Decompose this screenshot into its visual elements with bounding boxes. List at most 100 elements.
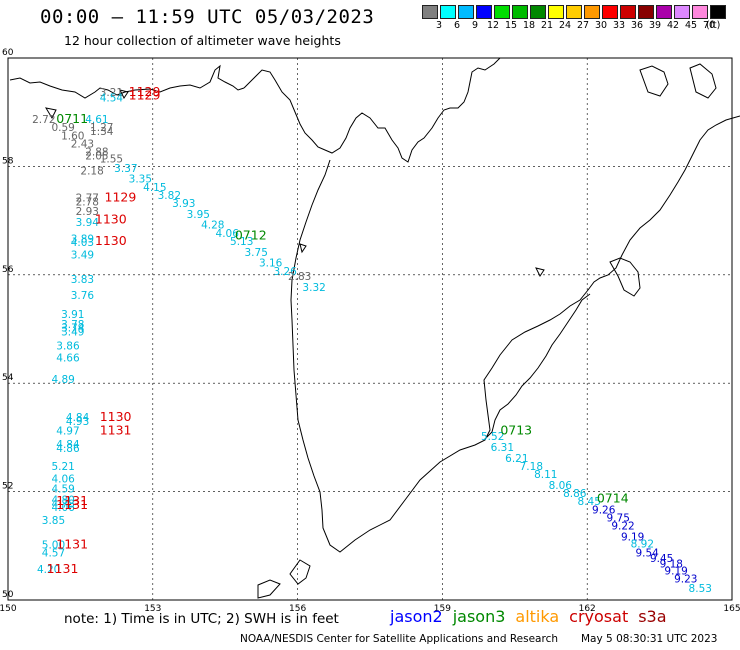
wave-height-label: 9.19 (664, 566, 687, 578)
wave-height-label: 4.20 (37, 564, 60, 576)
wave-height-label: 4.84 (66, 412, 90, 424)
wave-height-label: 4.59 (51, 484, 74, 496)
wave-height-label: 3.32 (302, 282, 325, 294)
time-label: 1130 (95, 211, 127, 226)
wave-height-label: 3.83 (71, 274, 94, 286)
legend-label: 15 (504, 20, 518, 31)
lat-tick-label: 58 (2, 156, 14, 166)
time-label: 1129 (129, 88, 161, 103)
wave-height-label: 3.86 (56, 341, 80, 353)
wave-height-label: 0.59 (51, 122, 74, 134)
wave-height-label: 7.18 (520, 461, 543, 473)
island (44, 107, 57, 120)
wave-height-label: 8.06 (549, 480, 573, 492)
wave-height-label: 4.66 (56, 353, 80, 365)
legend-swatch (548, 5, 564, 19)
legend-label: 39 (648, 20, 662, 31)
wave-height-label: 3.95 (187, 209, 210, 221)
legend-label: 18 (522, 20, 536, 31)
wave-height-label: 9.18 (660, 558, 683, 570)
wave-height-label: 5.00 (42, 540, 65, 552)
wave-height-label: 9.22 (611, 521, 634, 533)
wave-height-label: 1.55 (100, 154, 123, 166)
lon-tick-label: 165 (723, 604, 740, 614)
wave-height-label: 1.60 (61, 130, 84, 142)
legend-swatch (620, 5, 636, 19)
wave-height-label: 4.78 (51, 498, 74, 510)
wave-height-label: 2.43 (71, 138, 94, 150)
wave-height-label: 4.84 (56, 439, 80, 451)
legend-label: 33 (612, 20, 626, 31)
wave-height-label: 3.49 (71, 250, 94, 262)
lat-tick-label: 54 (2, 373, 14, 383)
wave-height-label: 3.26 (273, 266, 297, 278)
wave-height-label: 9.23 (674, 574, 697, 586)
legend-label: 27 (576, 20, 590, 31)
time-label: 1130 (95, 233, 127, 248)
legend-swatch (692, 5, 708, 19)
wave-height-label: 2.78 (76, 196, 99, 208)
wave-height-label: 5.13 (230, 236, 253, 248)
wave-height-label: 9.45 (650, 553, 673, 565)
wave-height-label: 3.89 (71, 233, 94, 245)
wave-height-label: 8.53 (689, 583, 712, 595)
wave-height-label: 4.06 (216, 228, 240, 240)
legend-swatch (710, 5, 726, 19)
legend-label: 42 (666, 20, 680, 31)
satellite-name: altika (515, 607, 560, 626)
kamchatka-west-coast (243, 57, 740, 553)
time-label: 1131 (56, 493, 88, 508)
satellite-name: jason2 (390, 607, 443, 626)
wave-height-label: 4.61 (85, 114, 108, 126)
lon-tick-label: 153 (144, 604, 161, 614)
wave-height-label: 9.54 (635, 548, 659, 560)
legend-swatch (656, 5, 672, 19)
wave-height-label: 6.21 (505, 453, 528, 465)
satellite-legend: jason2 jason3 altika cryosat s3a (390, 607, 677, 626)
legend-swatch (476, 5, 492, 19)
time-label: 1131 (47, 561, 79, 576)
wave-height-label: 3.37 (114, 163, 137, 175)
wave-height-label: 8.45 (578, 496, 601, 508)
satellite-name: cryosat (569, 607, 629, 626)
legend-swatch (638, 5, 654, 19)
legend-label: 3 (435, 20, 443, 31)
wave-height-label: 8.86 (563, 488, 587, 500)
wave-height-label: 4.06 (51, 502, 75, 514)
wave-height-label: 4.15 (143, 182, 166, 194)
legend-label: 12 (486, 20, 500, 31)
island (289, 559, 311, 585)
footnote: note: 1) Time is in UTC; 2) SWH is in fe… (64, 611, 339, 627)
wave-height-label: 4.97 (56, 426, 79, 438)
wave-height-label: 3.85 (42, 515, 65, 527)
footer-credit: NOAA/NESDIS Center for Satellite Applica… (240, 633, 558, 645)
wave-height-label: 4.86 (56, 443, 80, 455)
legend-swatch (440, 5, 456, 19)
legend-swatch (584, 5, 600, 19)
wave-height-label: 3.76 (71, 290, 95, 302)
wave-height-label: 3.16 (259, 258, 283, 270)
map-subtitle: 12 hour collection of altimeter wave hei… (64, 33, 341, 48)
wave-height-label: 2.18 (80, 166, 103, 178)
wave-height-label: 2.72 (32, 114, 55, 126)
island (689, 63, 717, 99)
footer-timestamp: May 5 08:30:31 UTC 2023 (581, 633, 718, 645)
wave-height-label: 3.35 (129, 174, 152, 186)
wave-height-label: 9.26 (592, 504, 616, 516)
wave-height-label: 3.78 (61, 319, 84, 331)
wave-height-label: 8.92 (631, 538, 654, 550)
north-coast (9, 64, 245, 99)
wave-height-label: 3.21 (100, 87, 123, 99)
time-label: 0714 (597, 490, 629, 505)
island (119, 89, 129, 99)
wave-height-label: 3.74 (61, 323, 85, 335)
wave-height-label: 1.34 (90, 126, 114, 138)
wave-height-label: 9.75 (607, 512, 630, 524)
island (299, 243, 307, 254)
wave-height-label: 6.31 (491, 442, 514, 454)
legend-label: 24 (558, 20, 572, 31)
satellite-name: s3a (638, 607, 667, 626)
legend-label: 36 (630, 20, 644, 31)
lat-tick-label: 56 (2, 265, 14, 275)
